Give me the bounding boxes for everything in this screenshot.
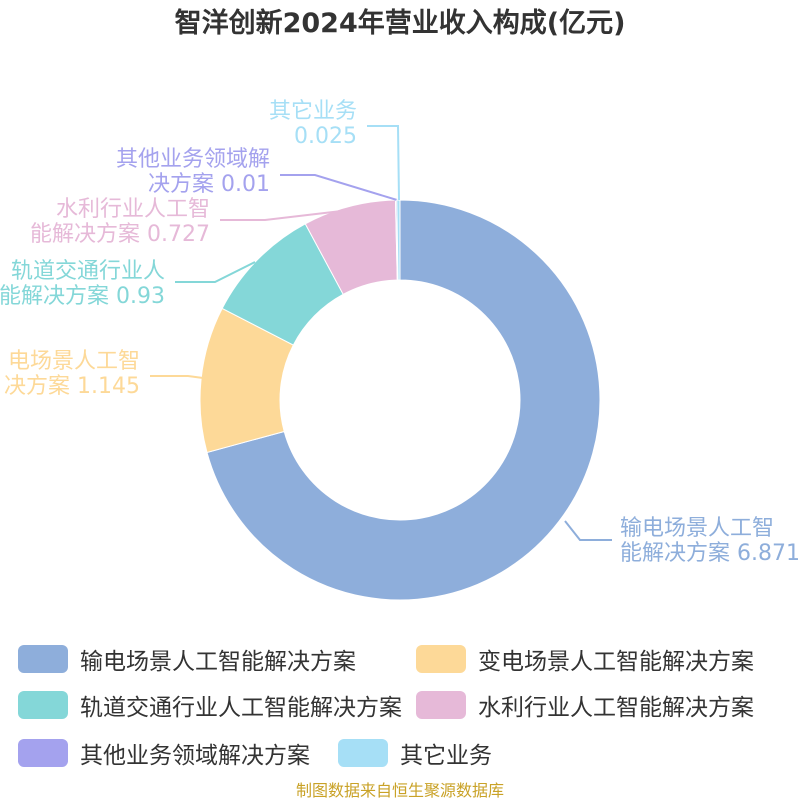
pie-slice[interactable] [206,199,601,601]
label-leader-line [564,520,612,541]
slice-data-label: 输电场景人工智能解决方案 6.871 [620,516,800,566]
slice-label-line: 电场景人工智 [8,349,140,374]
legend-item[interactable]: 水利行业人工智能解决方案 [416,690,754,721]
label-leader-line [367,125,400,201]
slice-data-label: 轨道交通行业人能解决方案 0.93 [0,259,165,309]
legend-swatch [18,645,68,673]
legend-item[interactable]: 其他业务领域解决方案 [18,738,310,769]
slice-label-line: 其他业务领域解 [116,147,270,172]
label-leader-line [220,209,351,221]
source-note: 制图数据来自恒生聚源数据库 [295,781,504,800]
slice-label-line: 能解决方案 0.93 [0,284,165,309]
slice-label-line: 其它业务 [269,99,357,124]
legend-item[interactable]: 其它业务 [338,738,492,769]
slice-data-label: 其他业务领域解决方案 0.01 [116,147,270,197]
slice-label-line: 决方案 1.145 [4,374,140,399]
legend-swatch [18,739,68,767]
slice-label-line: 能解决方案 6.871 [620,541,800,566]
legend-label: 变电场景人工智能解决方案 [478,649,754,675]
label-leader-line [280,174,398,201]
legend-swatch [416,691,466,719]
slice-data-label: 电场景人工智决方案 1.145 [4,349,140,399]
label-leader-line [175,261,256,283]
legend-label: 其它业务 [400,743,492,769]
legend-label: 水利行业人工智能解决方案 [478,695,754,721]
slice-data-label: 其它业务 0.025 [269,99,357,149]
legend-label: 其他业务领域解决方案 [80,743,310,769]
legend-label: 轨道交通行业人工智能解决方案 [80,695,402,721]
legend-item[interactable]: 轨道交通行业人工智能解决方案 [18,690,402,721]
legend-item[interactable]: 输电场景人工智能解决方案 [18,644,356,675]
legend-label: 输电场景人工智能解决方案 [80,649,356,675]
pie-slice[interactable] [396,199,401,281]
legend-swatch [338,739,388,767]
chart-title: 智洋创新2024年营业收入构成(亿元) [174,8,626,39]
slice-label-line: 能解决方案 0.727 [30,222,210,247]
label-leader-line [150,375,204,379]
legend-swatch [416,645,466,673]
slice-label-line: 决方案 0.01 [148,172,270,197]
slice-label-line: 0.025 [294,124,357,149]
slice-label-line: 输电场景人工智 [620,516,774,541]
slice-data-label: 水利行业人工智能解决方案 0.727 [30,197,210,247]
legend-swatch [18,691,68,719]
slice-label-line: 水利行业人工智 [56,197,210,222]
legend-item[interactable]: 变电场景人工智能解决方案 [416,644,754,675]
slice-label-line: 轨道交通行业人 [11,259,165,284]
